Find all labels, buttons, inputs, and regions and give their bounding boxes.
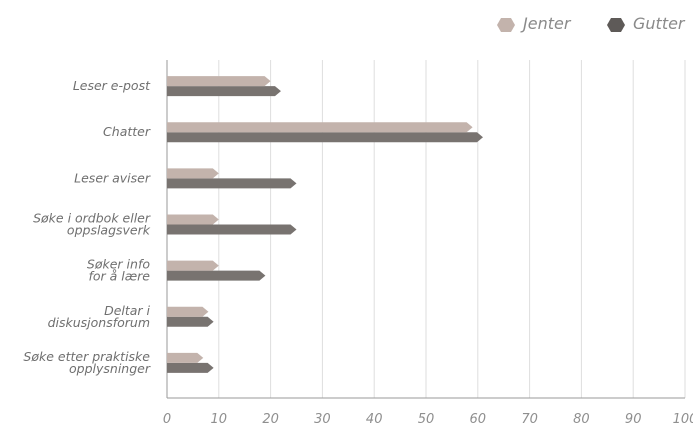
category-label: Søker info [87, 257, 150, 272]
legend-item-jenter: Jenter [497, 14, 570, 33]
bar-jenter [167, 306, 209, 317]
bar-jenter [167, 122, 473, 133]
bar-jenter [167, 214, 219, 225]
x-tick-label: 90 [625, 412, 642, 427]
bar-gutter [167, 270, 266, 281]
category-label: Søke etter praktiske [23, 349, 150, 364]
legend-swatch-gutter [607, 17, 625, 32]
bar-gutter [167, 316, 214, 327]
bar-gutter [167, 178, 297, 189]
category-label: Deltar i [104, 303, 150, 318]
legend-swatch-jenter [497, 17, 515, 32]
bar-jenter [167, 76, 271, 87]
x-tick-label: 40 [366, 412, 383, 427]
x-tick-label: 0 [163, 412, 171, 427]
category-label: Leser aviser [74, 170, 151, 185]
x-tick-label: 20 [262, 412, 279, 427]
bar-jenter [167, 260, 219, 271]
category-label: oppslagsverk [67, 223, 151, 238]
bar-gutter [167, 132, 483, 143]
x-tick-label: 30 [314, 412, 331, 427]
category-label: Chatter [103, 124, 151, 139]
category-label: for å lære [88, 269, 150, 284]
legend-label-jenter: Jenter [523, 14, 571, 33]
legend-item-gutter: Gutter [607, 14, 685, 33]
bar-gutter [167, 86, 281, 97]
legend-label-gutter: Gutter [633, 14, 685, 33]
x-tick-label: 50 [418, 412, 435, 427]
category-label: Søke i ordbok eller [33, 211, 151, 226]
bar-gutter [167, 362, 214, 373]
category-label: diskusjonsforum [48, 315, 150, 330]
x-tick-label: 60 [470, 412, 487, 427]
x-tick-label: 10 [211, 412, 228, 427]
x-tick-label: 70 [521, 412, 538, 427]
category-label: Leser e-post [73, 78, 151, 93]
bar-jenter [167, 352, 204, 363]
x-tick-label: 80 [573, 412, 590, 427]
bar-gutter [167, 224, 297, 235]
x-tick-label: 100 [673, 412, 693, 427]
bar-jenter [167, 168, 219, 179]
category-label: opplysninger [69, 361, 151, 376]
